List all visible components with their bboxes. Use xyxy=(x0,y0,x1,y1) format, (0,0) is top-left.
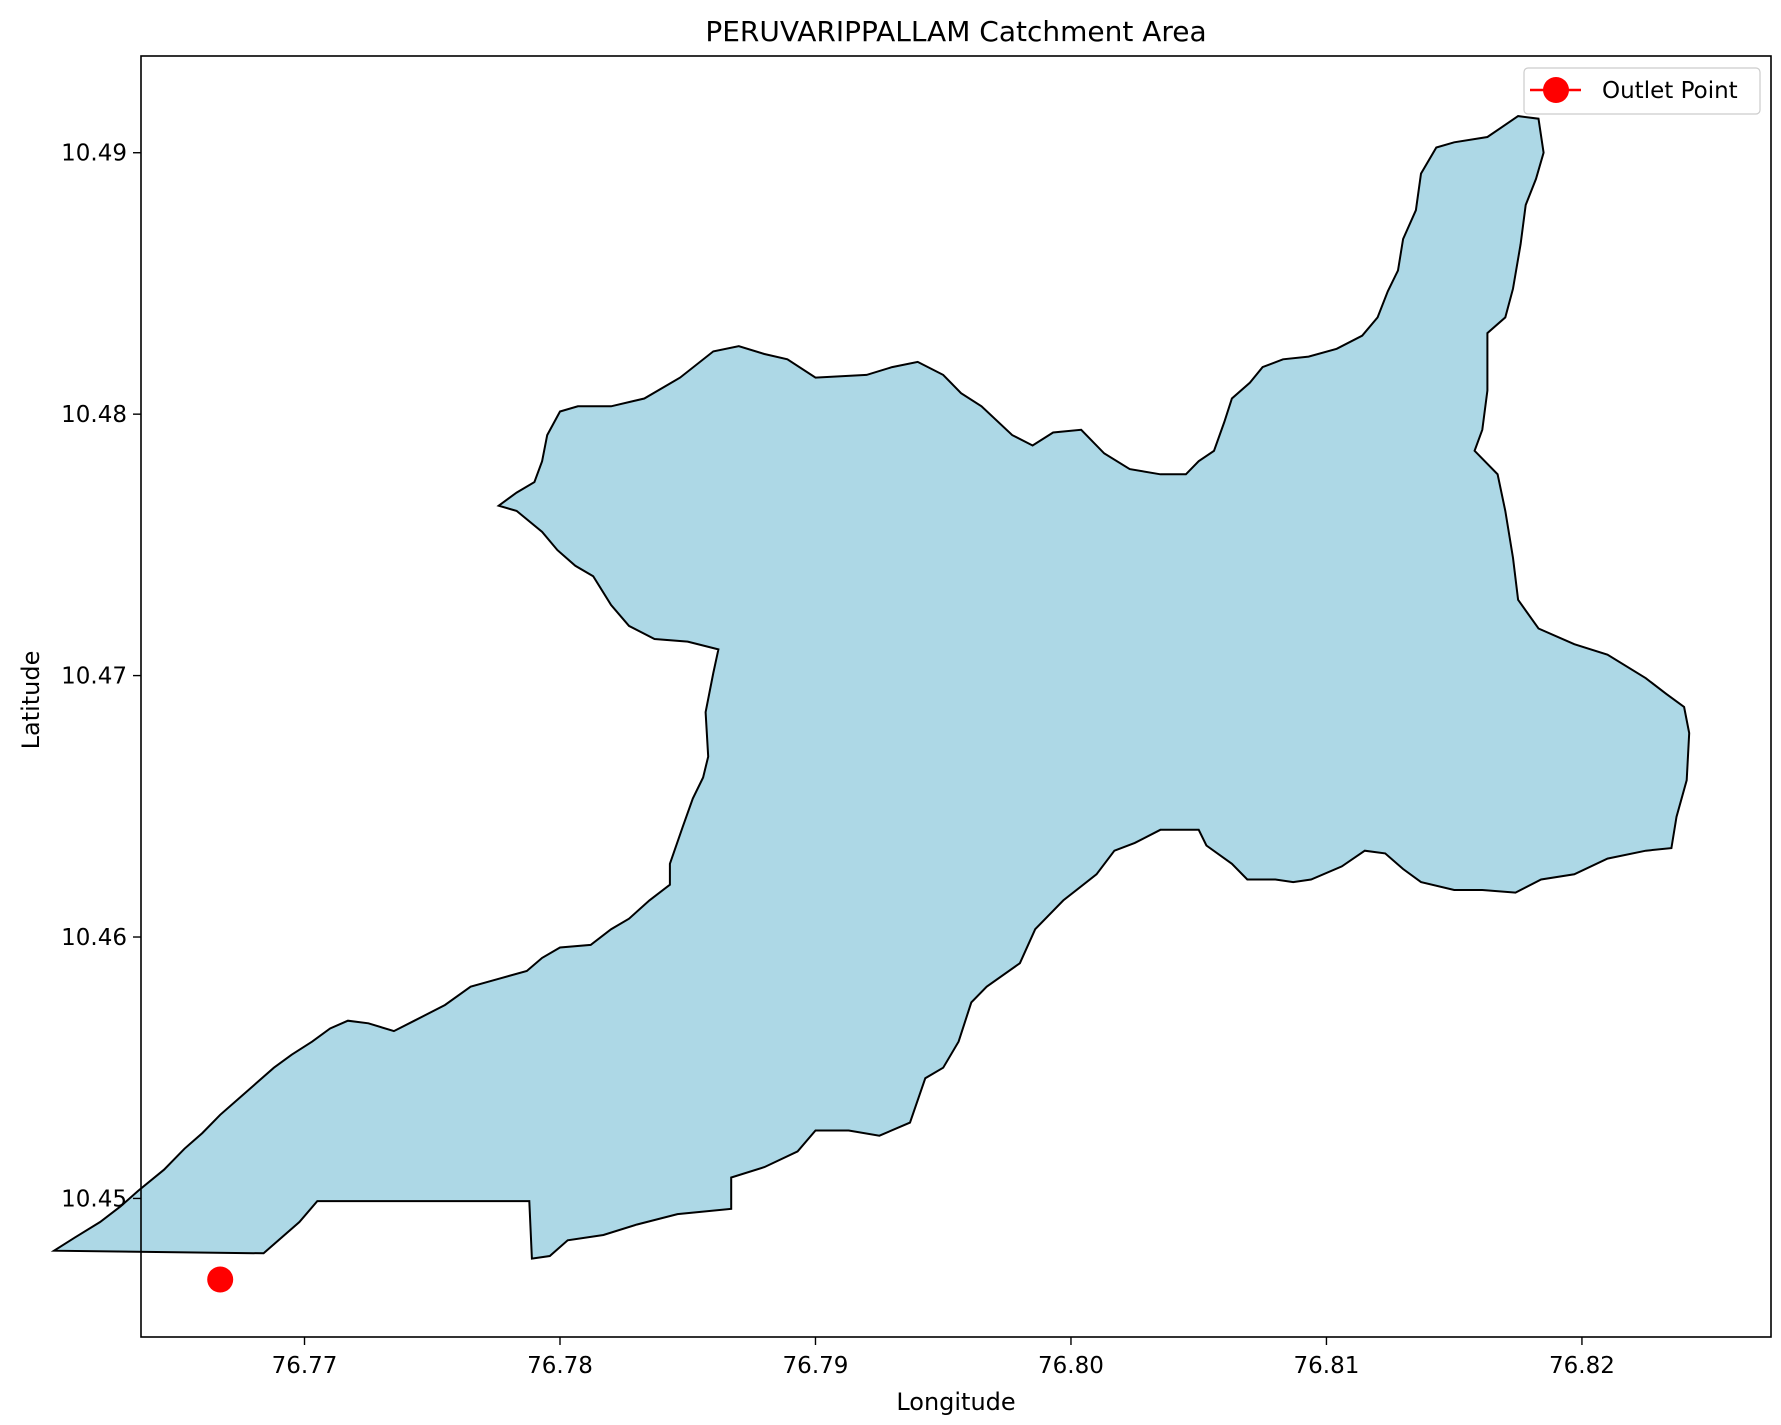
x-tick-label: 76.81 xyxy=(1294,1353,1360,1379)
legend: Outlet Point xyxy=(1523,67,1761,115)
chart-title: PERUVARIPPALLAM Catchment Area xyxy=(705,15,1206,48)
y-axis-label: Latitude xyxy=(17,651,45,750)
x-tick-label: 76.79 xyxy=(783,1353,849,1379)
axes-frame xyxy=(140,55,1772,1338)
outlet-point-marker xyxy=(207,1266,234,1293)
legend-box xyxy=(1523,67,1761,115)
x-axis-label: Longitude xyxy=(896,1388,1015,1416)
legend-outlet-label: Outlet Point xyxy=(1602,78,1738,104)
plot-area xyxy=(50,55,1772,1338)
y-tick-label: 10.46 xyxy=(61,925,127,951)
y-tick-label: 10.48 xyxy=(61,402,127,428)
y-tick-label: 10.45 xyxy=(61,1186,127,1212)
catchment-polygon xyxy=(50,115,1691,1260)
x-axis-ticks: 76.77 76.78 76.79 76.80 76.81 76.82 xyxy=(272,1337,1615,1379)
x-tick-label: 76.80 xyxy=(1038,1353,1104,1379)
y-tick-label: 10.49 xyxy=(61,141,127,167)
legend-outlet-marker xyxy=(1543,77,1569,103)
x-tick-label: 76.77 xyxy=(272,1353,338,1379)
x-tick-label: 76.78 xyxy=(527,1353,593,1379)
y-tick-label: 10.47 xyxy=(61,664,127,690)
x-tick-label: 76.82 xyxy=(1549,1353,1615,1379)
y-axis-ticks: 10.45 10.46 10.47 10.48 10.49 xyxy=(61,141,141,1212)
